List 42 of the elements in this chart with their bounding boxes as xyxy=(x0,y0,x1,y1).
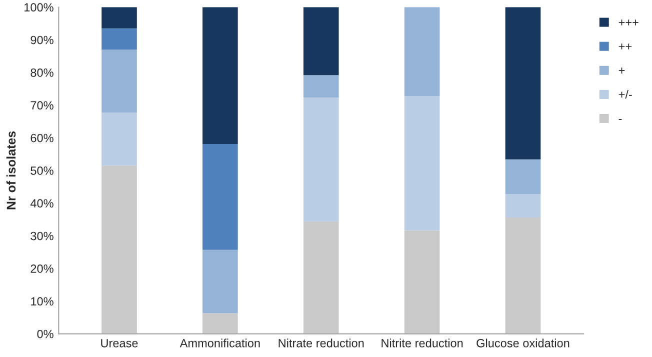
bar xyxy=(303,98,339,222)
x-tick-label: Nitrate reduction xyxy=(278,338,364,348)
bar xyxy=(404,96,440,230)
y-tick-label: 30% xyxy=(30,232,54,240)
y-tick-label: 80% xyxy=(30,68,54,77)
bar xyxy=(202,7,238,144)
bar xyxy=(202,250,238,314)
legend-label: ++ xyxy=(618,44,632,50)
bar xyxy=(303,221,339,334)
x-tick-label: Nitrite reduction xyxy=(382,338,463,348)
bar xyxy=(303,7,339,76)
bar xyxy=(102,7,137,28)
y-tick-label: 90% xyxy=(30,36,54,44)
bar xyxy=(505,7,541,160)
bar xyxy=(404,7,440,96)
y-tick-label: 100% xyxy=(24,3,54,12)
bar xyxy=(202,313,238,334)
legend-label: +/- xyxy=(618,90,632,99)
bar xyxy=(505,159,541,194)
legend-label: - xyxy=(618,119,622,120)
bar xyxy=(505,218,541,334)
y-tick-label: 10% xyxy=(31,297,54,306)
bar xyxy=(202,144,238,250)
bar xyxy=(102,50,137,113)
y-tick-label: 20% xyxy=(30,264,54,273)
y-axis-title: Nr of isolates xyxy=(6,131,16,210)
legend-label: + xyxy=(618,68,625,74)
bar xyxy=(102,28,137,50)
legend-label: +++ xyxy=(618,20,638,26)
bar xyxy=(102,112,137,166)
x-tick-label: Glucose oxidation xyxy=(476,338,570,348)
bar xyxy=(404,230,440,334)
y-tick-label: 70% xyxy=(30,101,54,110)
y-tick-label: 60% xyxy=(30,134,54,142)
y-tick-label: 40% xyxy=(30,199,54,208)
x-tick-label: Urease xyxy=(101,339,138,348)
bar xyxy=(303,75,339,98)
bar xyxy=(505,194,541,218)
bar xyxy=(102,166,137,334)
x-tick-label: Ammonification xyxy=(180,338,260,348)
y-tick-label: 50% xyxy=(30,166,54,175)
y-tick-label: 0% xyxy=(37,330,54,338)
